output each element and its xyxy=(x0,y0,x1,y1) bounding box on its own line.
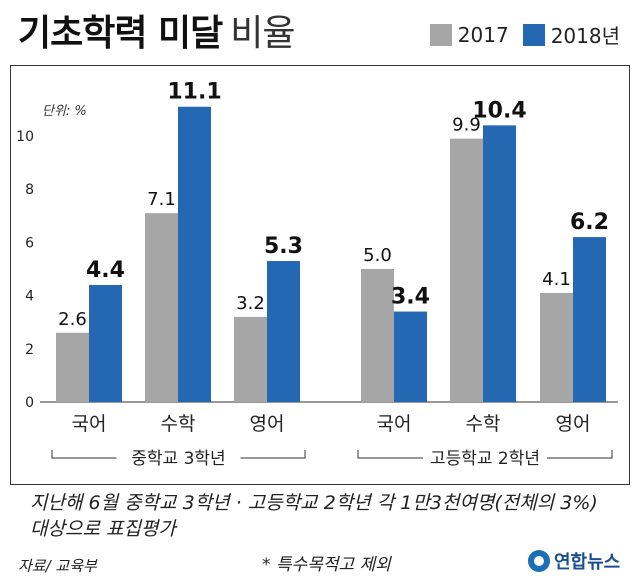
category-label: 수학 xyxy=(161,413,196,435)
value-label: 7.1 xyxy=(147,189,176,210)
source-text: 자료/ 교육부 xyxy=(18,557,97,575)
bar-2017-4 xyxy=(450,138,483,402)
legend-swatch-2017 xyxy=(429,23,452,46)
legend-label-2018: 2018년 xyxy=(550,24,620,48)
value-label: 3.4 xyxy=(391,285,430,310)
bar-2017-2 xyxy=(234,316,267,402)
value-label: 11.1 xyxy=(167,80,221,105)
legend-item-2017: 2017 xyxy=(429,22,509,47)
legend: 2017 2018년 xyxy=(416,20,620,49)
group-bracket-left xyxy=(51,450,117,459)
unit-label: 단위: % xyxy=(42,104,87,119)
bar-2018-5 xyxy=(573,237,606,402)
value-label: 4.1 xyxy=(542,269,571,290)
legend-swatch-2018 xyxy=(522,23,545,46)
header: 기초학력 미달 비율 2017 2018년 xyxy=(0,0,640,70)
bar-2018-3 xyxy=(394,311,427,402)
logo: 연합뉴스 xyxy=(528,548,620,574)
group-bracket-right xyxy=(240,450,306,459)
value-label: 6.2 xyxy=(570,210,609,235)
chart-frame xyxy=(10,65,630,485)
bar-2017-0 xyxy=(56,332,89,402)
group-label: 고등학교 2학년 xyxy=(430,449,540,469)
logo-text: 연합뉴스 xyxy=(554,552,621,573)
value-label: 5.3 xyxy=(264,234,303,259)
chart-title: 기초학력 미달 비율 xyxy=(18,13,296,54)
bar-2018-1 xyxy=(178,106,211,403)
note-text: 지난해 6월 중학교 3학년 · 고등학교 2학년 각 1만3천여명(전체의 3… xyxy=(30,492,598,540)
bar-2018-0 xyxy=(89,284,122,402)
group-bracket-right xyxy=(547,450,613,459)
value-label: 10.4 xyxy=(472,98,526,123)
category-label: 국어 xyxy=(72,413,107,435)
category-label: 영어 xyxy=(556,413,591,435)
category-label: 국어 xyxy=(377,413,412,435)
bar-2017-3 xyxy=(361,269,394,402)
bar-2018-2 xyxy=(267,261,300,402)
category-label: 영어 xyxy=(250,413,285,435)
bar-2017-1 xyxy=(145,213,178,402)
bar-2017-5 xyxy=(540,292,573,402)
value-label: 4.4 xyxy=(86,258,125,283)
value-label: 9.9 xyxy=(452,115,481,136)
y-tick-label: 8 xyxy=(25,182,34,198)
legend-label-2017: 2017 xyxy=(457,22,509,47)
value-label: 3.2 xyxy=(236,293,265,314)
category-label: 수학 xyxy=(466,413,501,435)
y-tick-label: 6 xyxy=(25,235,34,251)
y-tick-label: 10 xyxy=(16,129,34,145)
logo-icon xyxy=(528,550,550,572)
bar-2018-4 xyxy=(483,125,516,403)
group-label: 중학교 3학년 xyxy=(131,449,225,469)
value-label: 5.0 xyxy=(363,245,392,266)
value-label: 2.6 xyxy=(58,309,87,330)
title-main: 기초학력 미달 xyxy=(18,13,223,54)
group-bracket-left xyxy=(357,450,423,459)
legend-item-2018: 2018년 xyxy=(522,20,620,49)
y-tick-label: 2 xyxy=(25,342,34,358)
title-sub: 비율 xyxy=(230,13,295,54)
y-tick-label: 0 xyxy=(25,395,34,411)
footnote-text: * 특수목적고 제외 xyxy=(262,555,391,575)
y-tick-label: 4 xyxy=(25,289,34,305)
